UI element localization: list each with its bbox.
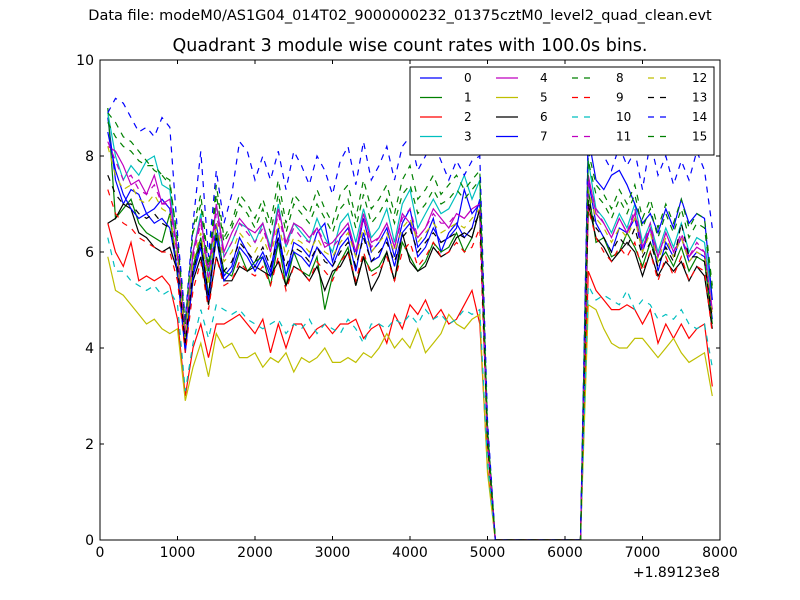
legend-label-0: 0 [464,71,472,85]
chart-title: Quadrant 3 module wise count rates with … [172,36,648,56]
x-tick-label: 1000 [160,545,196,561]
y-tick-label: 4 [85,341,94,357]
y-tick-label: 0 [85,533,94,549]
series-line-9 [107,189,713,540]
axes-layer: 0 1000 2000 3000 4000 5000 6000 7000 80000246810… [76,53,738,581]
x-tick-label: 7000 [625,545,661,561]
series-line-11 [107,141,713,540]
legend-label-1: 1 [464,91,472,105]
legend-label-8: 8 [616,71,624,85]
legend-label-13: 13 [692,91,707,105]
figure-suptitle: Data file: modeM0/AS1G04_014T02_90000002… [88,8,712,24]
legend-label-7: 7 [540,130,548,144]
series-line-2 [107,223,713,540]
x-tick-label: 5000 [470,545,506,561]
series-line-0 [107,117,713,540]
legend-label-2: 2 [464,110,472,124]
legend-label-3: 3 [464,130,472,144]
series-line-4 [107,145,713,540]
series-line-14 [107,97,713,540]
legend-label-10: 10 [616,110,631,124]
y-tick-label: 8 [85,149,94,165]
x-tick-label: 3000 [315,545,351,561]
legend-label-12: 12 [692,71,707,85]
series-line-13 [107,174,713,540]
legend-label-14: 14 [692,110,707,124]
series-line-5 [107,256,713,540]
x-tick-label: 2000 [237,545,273,561]
y-tick-label: 6 [85,245,94,261]
series-line-7 [107,131,713,540]
x-offset-label: +1.89123e8 [633,565,720,581]
x-tick-label: 4000 [392,545,428,561]
legend-label-11: 11 [616,130,631,144]
legend-label-9: 9 [616,91,624,105]
legend-label-4: 4 [540,71,548,85]
y-tick-label: 10 [76,53,94,69]
x-tick-label: 0 [96,545,105,561]
series-line-8 [107,112,713,540]
x-tick-label: 8000 [702,545,738,561]
legend-label-15: 15 [692,130,707,144]
series-line-10 [107,237,713,540]
series-line-1 [107,107,713,540]
legend-label-6: 6 [540,110,548,124]
legend-box [409,66,715,156]
legend-label-5: 5 [540,91,548,105]
series-line-12 [107,146,713,540]
x-tick-label: 6000 [547,545,583,561]
series-line-15 [107,122,713,540]
y-tick-label: 2 [85,437,94,453]
series-layer [107,97,713,540]
